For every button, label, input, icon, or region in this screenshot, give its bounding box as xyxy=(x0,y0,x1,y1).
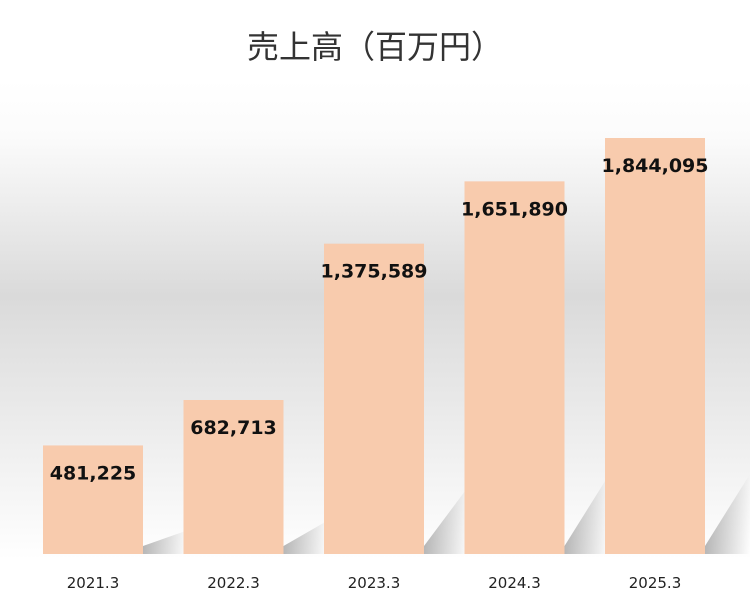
data-labels-group: 481,225 682,713 1,375,589 1,651,890 1,844,09… xyxy=(50,155,709,484)
x-tick-label-2023.3: 2023.3 xyxy=(348,574,401,592)
x-tick-label-2022.3: 2022.3 xyxy=(207,574,260,592)
chart-title: 売上高（百万円） xyxy=(247,28,503,66)
bar-2022.3 xyxy=(183,399,284,554)
data-label-2022.3: 682,713 xyxy=(190,417,277,439)
bar-shadow xyxy=(564,474,610,554)
data-label-2021.3: 481,225 xyxy=(50,462,137,484)
x-axis-ticks: 2021.3 2022.3 2023.3 2024.3 2025.3 xyxy=(67,574,682,592)
bar-shadow xyxy=(143,530,188,554)
data-label-2024.3: 1,651,890 xyxy=(461,198,568,220)
bars-group xyxy=(43,138,705,555)
data-label-2025.3: 1,844,095 xyxy=(602,155,709,177)
bar-shadow xyxy=(283,520,329,554)
bar-2025.3 xyxy=(605,138,705,554)
data-label-2023.3: 1,375,589 xyxy=(321,261,428,283)
bar-shadow xyxy=(705,474,750,554)
bar-2021.3 xyxy=(43,445,143,554)
x-tick-label-2021.3: 2021.3 xyxy=(67,574,120,592)
bar-shadow xyxy=(424,485,469,554)
bar-2023.3 xyxy=(324,243,424,555)
x-tick-label-2024.3: 2024.3 xyxy=(488,574,541,592)
bar-2024.3 xyxy=(464,181,565,554)
x-tick-label-2025.3: 2025.3 xyxy=(629,574,682,592)
bar-shadows xyxy=(143,474,750,554)
